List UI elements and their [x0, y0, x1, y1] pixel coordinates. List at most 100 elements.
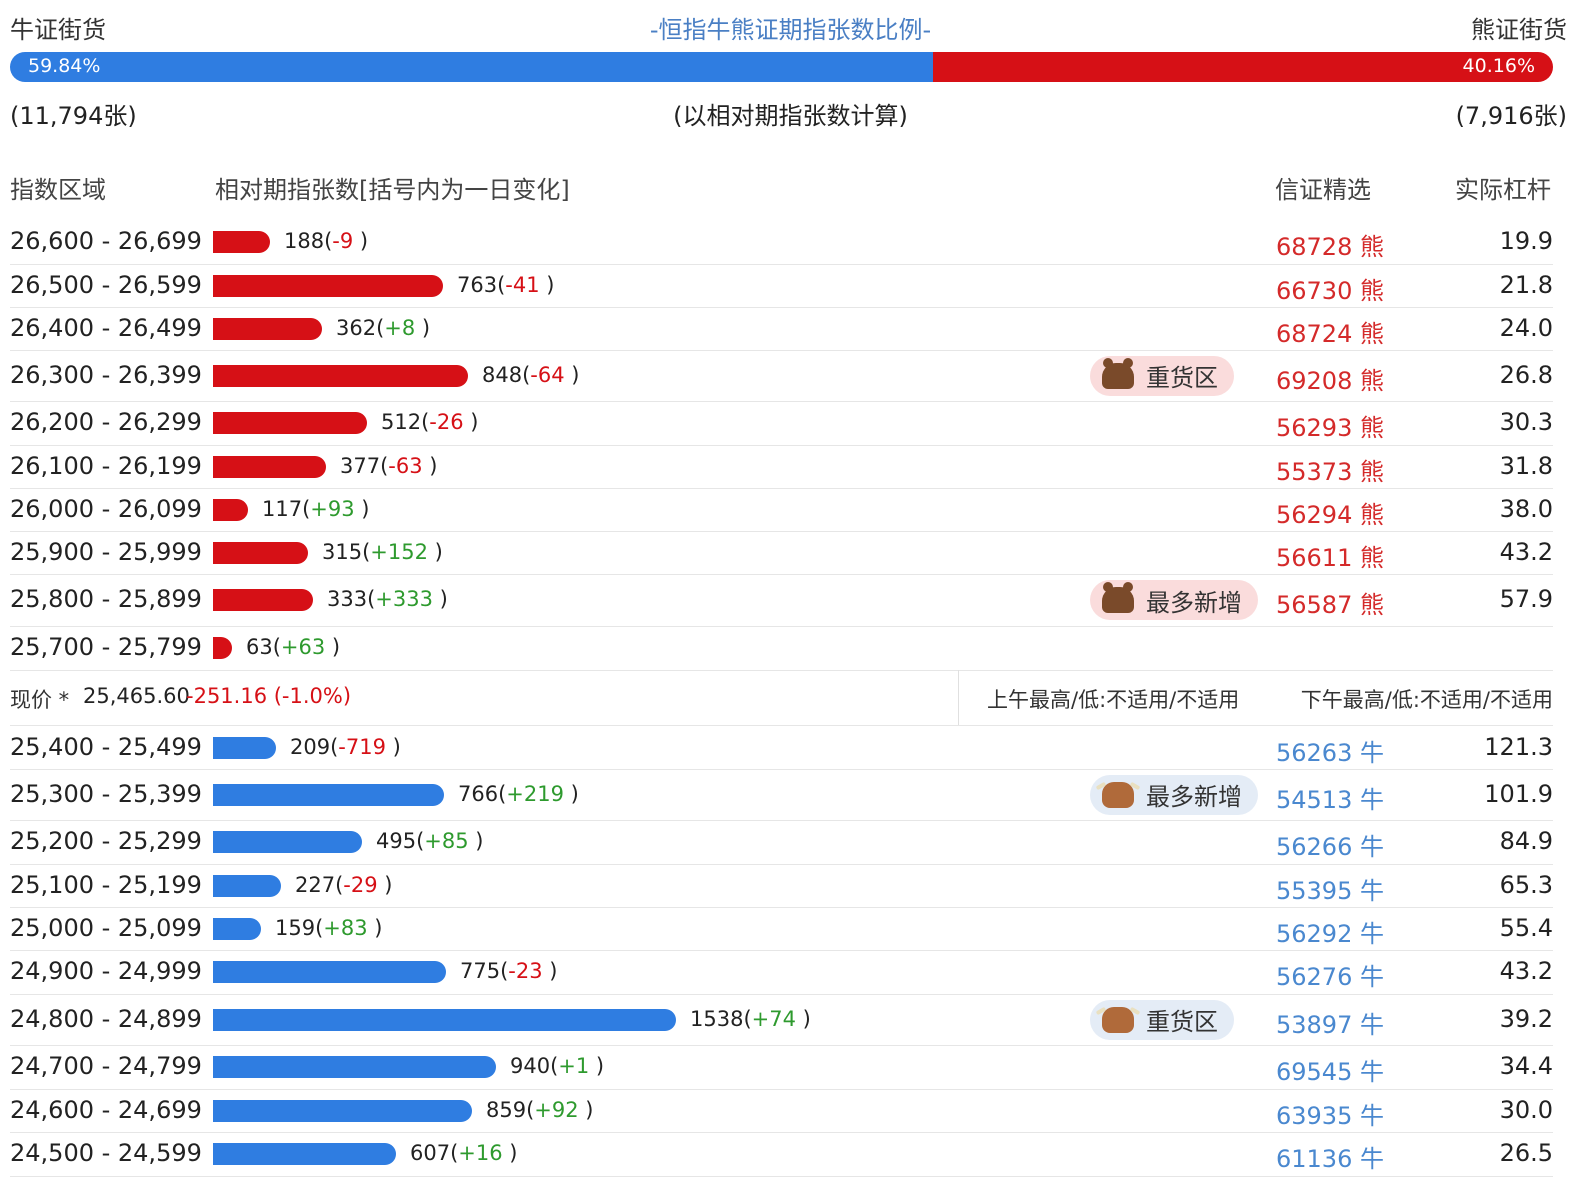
count-value: 940(+1 )	[510, 1054, 604, 1078]
bull-count-bar	[213, 831, 362, 853]
table-row: 25,100 - 25,199 227(-29 ) 55395 牛 65.3	[10, 864, 1553, 908]
index-range: 26,500 - 26,599	[10, 270, 202, 299]
selected-warrant-link[interactable]: 56276 牛	[1276, 963, 1384, 991]
leverage-value: 26.8	[1499, 360, 1553, 389]
tag-label: 最多新增	[1146, 783, 1242, 811]
selected-warrant-link[interactable]: 61136 牛	[1276, 1145, 1384, 1173]
bull-side-label: 牛证街货	[10, 16, 106, 44]
daily-change: -26	[429, 410, 464, 434]
bull-count-bar	[213, 874, 281, 897]
count-number: 607(	[410, 1141, 459, 1165]
count-number: 848(	[482, 362, 531, 387]
bear-count-bar	[213, 541, 308, 564]
table-row: 24,700 - 24,799 940(+1 ) 69545 牛 34.4	[10, 1045, 1553, 1090]
table-row: 25,700 - 25,799 63(+63 )	[10, 626, 1553, 671]
leverage-value: 38.0	[1499, 494, 1553, 523]
count-close-paren: )	[385, 734, 401, 759]
selected-warrant-link[interactable]: 56611 熊	[1276, 543, 1384, 572]
selected-warrant-link[interactable]: 66730 熊	[1276, 276, 1384, 305]
selected-warrant-link[interactable]: 56266 牛	[1276, 833, 1384, 861]
count-close-paren: )	[325, 635, 341, 659]
daily-change: +1	[558, 1054, 590, 1078]
leverage-value: 57.9	[1499, 585, 1553, 613]
selected-warrant-link[interactable]: 69208 熊	[1276, 366, 1384, 395]
selected-warrant-link[interactable]: 53897 牛	[1276, 1010, 1384, 1039]
selected-warrant-link[interactable]: 55395 牛	[1276, 876, 1384, 905]
current-divider	[958, 670, 959, 725]
leverage-value: 121.3	[1484, 732, 1553, 761]
count-close-paren: )	[432, 587, 448, 611]
leverage-value: 24.0	[1499, 313, 1553, 342]
index-range: 26,000 - 26,099	[10, 494, 202, 523]
selected-warrant-link[interactable]: 55373 熊	[1276, 457, 1384, 486]
leverage-value: 43.2	[1499, 537, 1553, 566]
count-number: 227(	[295, 872, 344, 897]
leverage-value: 30.3	[1499, 408, 1553, 436]
count-close-paren: )	[367, 915, 383, 940]
count-number: 315(	[322, 539, 371, 564]
count-number: 763(	[457, 272, 506, 297]
index-range: 25,700 - 25,799	[10, 633, 202, 661]
count-value: 848(-64 )	[482, 363, 579, 387]
leverage-value: 26.5	[1499, 1139, 1553, 1167]
table-row: 25,000 - 25,099 159(+83 ) 56292 牛 55.4	[10, 907, 1553, 951]
daily-change: -63	[388, 453, 423, 478]
daily-change: +92	[534, 1097, 579, 1122]
table-row: 26,000 - 26,099 117(+93 ) 56294 熊 38.0	[10, 488, 1553, 532]
ratio-bull-percent: 59.84%	[28, 55, 101, 77]
selected-warrant-link[interactable]: 54513 牛	[1276, 785, 1384, 814]
count-number: 333(	[327, 587, 376, 611]
index-range: 25,200 - 25,299	[10, 827, 202, 855]
count-number: 117(	[262, 496, 311, 521]
current-price-change: -251.16 (-1.0%)	[186, 684, 352, 708]
index-range: 24,700 - 24,799	[10, 1052, 202, 1080]
bear-count-bar	[213, 412, 367, 434]
bear-side-label: 熊证街货	[1471, 16, 1567, 44]
count-number: 63(	[246, 635, 281, 659]
count-close-paren: )	[377, 872, 393, 897]
bear-count-bar	[213, 498, 248, 521]
table-row: 26,200 - 26,299 512(-26 ) 56293 熊 30.3	[10, 401, 1553, 446]
selected-warrant-link[interactable]: 56263 牛	[1276, 738, 1384, 767]
ratio-bear-percent: 40.16%	[1462, 55, 1535, 77]
selected-warrant-link[interactable]: 69545 牛	[1276, 1058, 1384, 1086]
count-note: (以相对期指张数计算)	[673, 102, 908, 130]
daily-change: +63	[280, 635, 326, 659]
selected-warrant-link[interactable]: 68724 熊	[1276, 319, 1384, 348]
leverage-value: 65.3	[1499, 870, 1553, 899]
selected-warrant-link[interactable]: 56292 牛	[1276, 919, 1384, 948]
leverage-value: 39.2	[1499, 1004, 1553, 1033]
index-range: 25,300 - 25,399	[10, 779, 202, 808]
bull-count-bar	[213, 1143, 396, 1165]
count-number: 766(	[458, 781, 507, 806]
table-row: 26,600 - 26,699 188(-9 ) 68728 熊 19.9	[10, 220, 1553, 265]
tag-label: 最多新增	[1146, 588, 1242, 617]
current-price-row: 现价 * 25,465.60 -251.16 (-1.0%) 上午最高/低:不适…	[10, 670, 1553, 726]
bull-count-bar	[213, 783, 444, 806]
count-number: 159(	[275, 915, 324, 940]
leverage-value: 30.0	[1499, 1095, 1553, 1124]
index-range: 26,200 - 26,299	[10, 408, 202, 436]
count-value: 607(+16 )	[410, 1141, 517, 1165]
ratio-bar: 59.84% 40.16%	[10, 52, 1553, 82]
index-range: 25,400 - 25,499	[10, 732, 202, 761]
daily-change: -41	[505, 272, 540, 297]
count-close-paren: )	[563, 781, 579, 806]
table-row: 24,900 - 24,999 775(-23 ) 56276 牛 43.2	[10, 950, 1553, 995]
selected-warrant-link[interactable]: 68728 熊	[1276, 233, 1384, 261]
selected-warrant-link[interactable]: 56293 熊	[1276, 414, 1384, 442]
tag-label: 重货区	[1146, 1008, 1218, 1036]
count-number: 859(	[486, 1097, 535, 1122]
daily-change: +93	[310, 496, 355, 521]
table-row: 26,100 - 26,199 377(-63 ) 55373 熊 31.8	[10, 445, 1553, 489]
selected-warrant-link[interactable]: 56587 熊	[1276, 591, 1384, 619]
daily-change: +74	[751, 1006, 796, 1031]
selected-warrant-link[interactable]: 56294 熊	[1276, 500, 1384, 529]
leverage-value: 19.9	[1499, 227, 1553, 255]
count-close-paren: )	[795, 1006, 811, 1031]
table-row: 25,400 - 25,499 209(-719 ) 56263 牛 121.3	[10, 726, 1553, 770]
selected-warrant-link[interactable]: 63935 牛	[1276, 1101, 1384, 1130]
count-value: 859(+92 )	[486, 1098, 593, 1122]
leverage-value: 21.8	[1499, 270, 1553, 299]
count-number: 775(	[460, 959, 509, 983]
